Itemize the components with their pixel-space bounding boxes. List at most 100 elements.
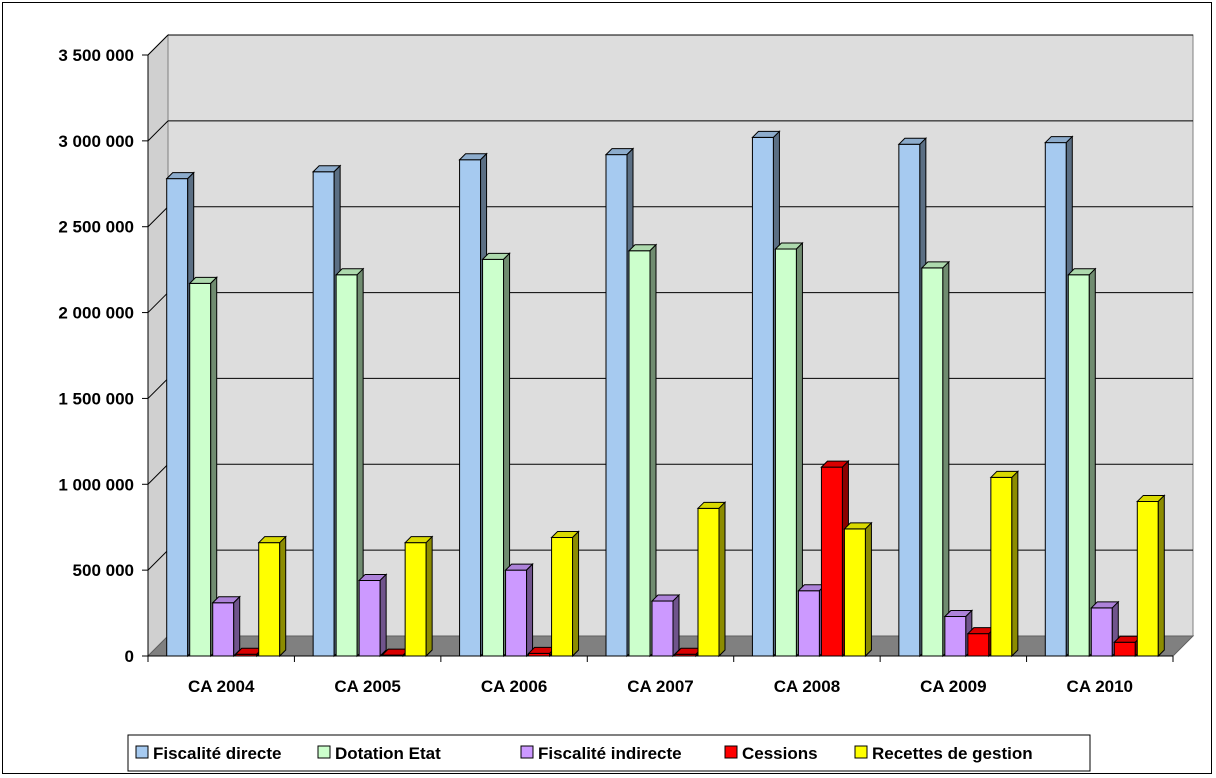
- bar-front: [1113, 641, 1136, 657]
- bar-front: [697, 507, 720, 657]
- bar: [920, 260, 951, 658]
- bar-front: [605, 154, 628, 657]
- bar-side: [279, 535, 287, 658]
- bar: [403, 535, 434, 658]
- legend-swatch: [854, 745, 868, 759]
- bar: [989, 470, 1020, 658]
- legend-box: [127, 734, 1091, 772]
- bar-front: [358, 579, 381, 657]
- bar-front: [820, 466, 843, 657]
- legend-item: Recettes de gestion: [854, 744, 1033, 763]
- bar-chart: 0 500 000 1 000 000 1 500 000 2 000 000 2 500…: [58, 33, 1195, 772]
- legend-label: Fiscalité indirecte: [538, 744, 682, 763]
- bar-front: [1067, 274, 1090, 657]
- x-tick-label: CA 2006: [481, 677, 547, 696]
- bar: [357, 573, 388, 658]
- gridline-side: [147, 120, 169, 142]
- x-axis-ticks: CA 2004 CA 2005 CA 2006 CA 2007 CA 2008 CA 20…: [147, 656, 1174, 696]
- legend: Fiscalité directe Dotation Etat Fiscalité …: [127, 734, 1091, 772]
- y-tick-label: 1 500 000: [58, 389, 134, 408]
- bar-front: [459, 159, 482, 657]
- legend-label: Cessions: [742, 744, 818, 763]
- y-tick-label: 2 500 000: [58, 218, 134, 237]
- bar: [481, 252, 511, 658]
- legend-label: Recettes de gestion: [872, 744, 1033, 763]
- bar-front: [944, 616, 967, 657]
- bar: [550, 530, 580, 658]
- bar-front: [189, 282, 212, 657]
- x-tick-label: CA 2009: [920, 677, 986, 696]
- bar: [774, 241, 804, 658]
- bar-front: [921, 267, 944, 657]
- bar-side: [718, 501, 726, 658]
- gridline-side: [147, 206, 169, 228]
- legend-swatch: [317, 745, 331, 759]
- bar-front: [774, 248, 797, 657]
- gridline-side: [147, 378, 169, 399]
- bar-side: [425, 535, 433, 658]
- bar: [650, 593, 681, 658]
- y-tick-label: 2 000 000: [58, 304, 134, 323]
- bar-front: [651, 600, 674, 657]
- x-tick-label: CA 2010: [1067, 677, 1133, 696]
- bar-front: [335, 274, 358, 657]
- bar-side: [526, 562, 534, 658]
- gridline-side: [147, 292, 169, 313]
- bar-side: [1157, 494, 1165, 658]
- bar-front: [843, 528, 866, 657]
- bars: [165, 130, 1166, 658]
- chart-walls: [146, 33, 1195, 658]
- x-tick-label: CA 2005: [334, 677, 400, 696]
- legend-item: Fiscalité indirecte: [520, 744, 682, 763]
- bar-front: [1090, 607, 1113, 657]
- side-wall: [147, 33, 169, 658]
- bar-front: [258, 542, 281, 657]
- legend-item: Cessions: [724, 744, 818, 763]
- legend-item: Dotation Etat: [317, 744, 441, 763]
- legend-label: Dotation Etat: [335, 744, 441, 763]
- y-tick-label: 0: [125, 647, 134, 666]
- gridline-side: [147, 34, 169, 56]
- bar: [696, 501, 727, 658]
- bar-side: [672, 593, 680, 658]
- bar-front: [212, 602, 235, 657]
- bar-front: [967, 633, 990, 657]
- bar-side: [1011, 470, 1019, 658]
- bar: [257, 535, 287, 658]
- bar-front: [628, 250, 651, 657]
- axes: [147, 55, 1173, 657]
- bar: [1067, 267, 1097, 658]
- bar-front: [166, 178, 189, 657]
- bar: [211, 595, 241, 658]
- bar-front: [990, 476, 1013, 657]
- y-tick-label: 500 000: [73, 561, 134, 580]
- y-tick-label: 1 000 000: [58, 475, 134, 494]
- bar-front: [751, 136, 774, 657]
- legend-item: Fiscalité directe: [135, 744, 282, 763]
- y-tick-label: 3 000 000: [58, 132, 134, 151]
- legend-swatch: [520, 745, 534, 759]
- bar-side: [649, 243, 657, 658]
- bar-front: [898, 143, 921, 657]
- y-axis-ticks: 0 500 000 1 000 000 1 500 000 2 000 000 2 500…: [58, 46, 148, 666]
- bar: [627, 243, 658, 658]
- gridline-side: [147, 549, 169, 571]
- bar-side: [379, 573, 387, 658]
- gridline-side: [147, 463, 169, 485]
- bar-side: [233, 595, 241, 658]
- x-tick-label: CA 2004: [188, 677, 255, 696]
- legend-swatch: [135, 745, 149, 759]
- bar: [1136, 494, 1166, 658]
- x-tick-label: CA 2007: [627, 677, 693, 696]
- bar-side: [942, 260, 950, 658]
- bar: [843, 521, 873, 658]
- y-tick-label: 3 500 000: [58, 46, 134, 65]
- bar-front: [1136, 500, 1159, 657]
- x-tick-label: CA 2008: [774, 677, 840, 696]
- bar-front: [551, 537, 574, 657]
- bar-side: [864, 521, 872, 658]
- bar-front: [404, 542, 427, 657]
- bar: [504, 562, 534, 658]
- legend-swatch: [724, 745, 738, 759]
